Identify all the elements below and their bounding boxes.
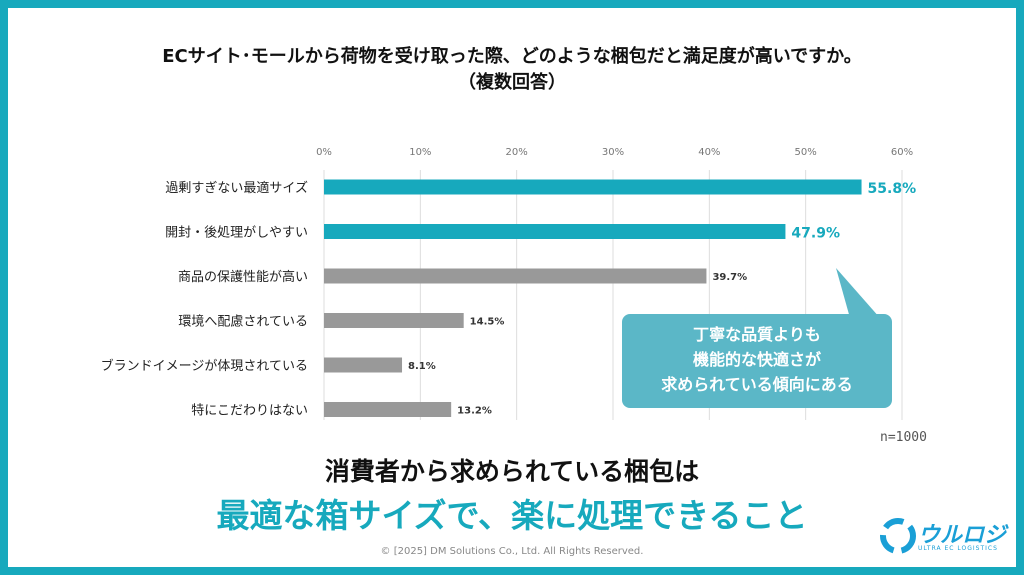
x-tick-label: 60% (891, 147, 913, 158)
headline-emphasis: 最適な箱サイズで、楽に処理できること (216, 496, 808, 535)
category-label: 開封・後処理がしやすい (165, 226, 308, 241)
logo-sub: ULTRA EC LOGISTICS (918, 545, 998, 552)
value-label: 47.9% (791, 226, 840, 242)
sample-size: n=1000 (880, 430, 927, 445)
logo-icon (880, 518, 916, 554)
value-label: 39.7% (712, 272, 747, 283)
callout-line-3: 求められている傾向にある (661, 375, 853, 394)
x-tick-label: 10% (409, 147, 431, 158)
headline: 消費者から求められている梱包は (324, 457, 700, 486)
x-tick-label: 0% (316, 147, 332, 158)
bar (324, 224, 786, 239)
category-label: 商品の保護性能が高い (178, 269, 308, 285)
category-label: 特にこだわりはない (191, 404, 308, 419)
bar (324, 357, 403, 373)
logo-name: ウルロジ (918, 523, 1007, 548)
x-tick-label: 40% (698, 147, 720, 158)
x-tick-label: 50% (795, 147, 817, 158)
category-label: 環境へ配慮されている (178, 315, 308, 330)
value-label: 13.2% (457, 406, 492, 417)
bar (324, 402, 452, 417)
category-label: ブランドイメージが体現されている (101, 358, 308, 374)
x-tick-label: 20% (506, 147, 528, 158)
bar (324, 268, 707, 284)
callout-box: 丁寧な品質よりも 機能的な快適さが 求められている傾向にある (622, 268, 892, 408)
callout-line-1: 丁寧な品質よりも (693, 325, 821, 344)
chart-title: ECサイト･モールから荷物を受け取った際、どのような梱包だと満足度が高いですか。 (162, 46, 862, 67)
callout-line-2: 機能的な快適さが (693, 350, 821, 369)
chart-subtitle: （複数回答） (458, 72, 566, 93)
copyright: © [2025] DM Solutions Co., Ltd. All Righ… (380, 546, 644, 557)
bar (324, 179, 862, 195)
value-label: 55.8% (868, 181, 917, 197)
category-label: 過剰すぎない最適サイズ (165, 180, 308, 196)
x-tick-label: 30% (602, 147, 624, 158)
value-label: 14.5% (470, 317, 505, 328)
bar (324, 313, 464, 328)
value-label: 8.1% (408, 361, 436, 372)
